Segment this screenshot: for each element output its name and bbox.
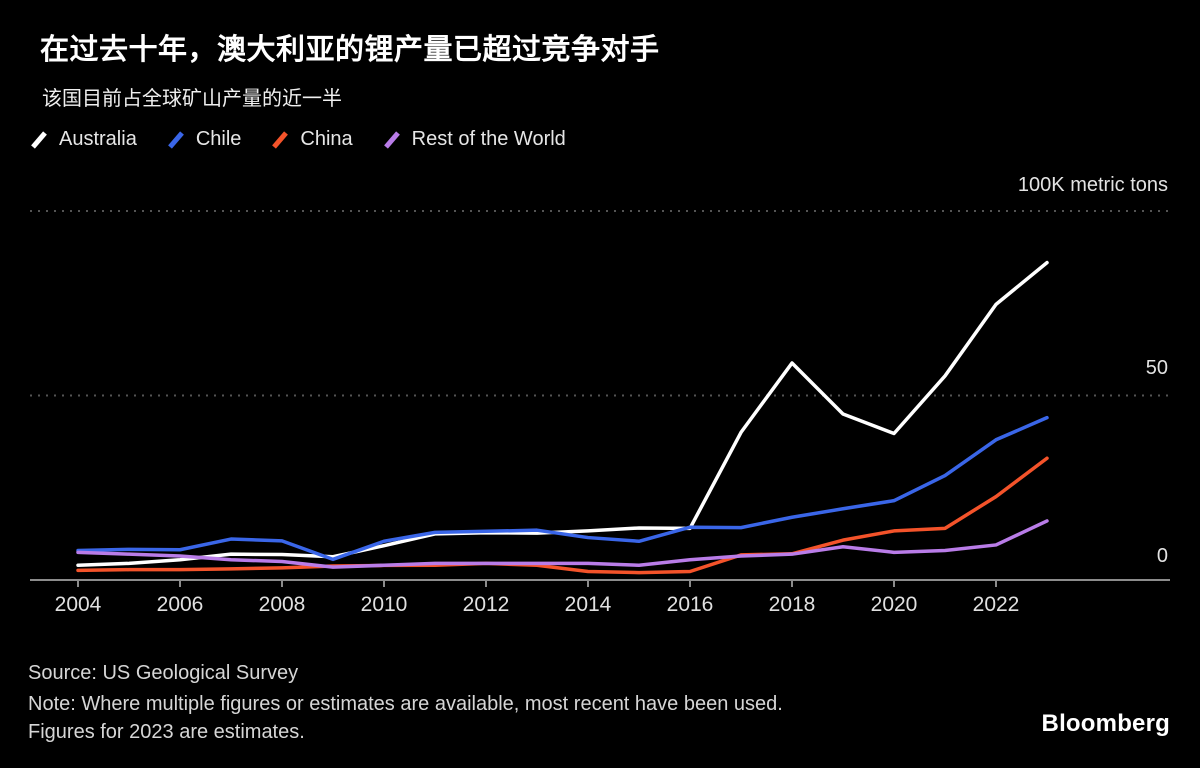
legend-label: Rest of the World (411, 128, 566, 150)
x-tick-label: 2022 (972, 593, 1020, 616)
legend-item-china: China (271, 128, 353, 151)
y-tick-label-50: 50 (1145, 357, 1168, 379)
x-tick-label: 2006 (156, 593, 204, 616)
x-tick-label: 2012 (462, 593, 510, 616)
bloomberg-logo: Bloomberg (1041, 710, 1170, 737)
series-line-australia (76, 260, 1049, 567)
y-axis-unit-label: 100K metric tons (1017, 174, 1168, 196)
x-tick-label: 2010 (360, 593, 408, 616)
legend-label: Chile (195, 128, 242, 150)
chart-subtitle: 该国目前占全球矿山产量的近一半 (42, 88, 342, 110)
legend-item-rest-of-world: Rest of the World (383, 128, 566, 151)
y-tick-label-0: 0 (1156, 545, 1168, 567)
source-text: Source: US Geological Survey (28, 662, 299, 684)
legend-swatch-icon (31, 130, 47, 149)
series-line-china (76, 456, 1049, 575)
note-text: Note: Where multiple figures or estimate… (28, 693, 783, 743)
x-tick-label: 2018 (768, 593, 816, 616)
legend-swatch-icon (167, 130, 184, 149)
legend-item-australia: Australia (30, 128, 137, 151)
series-line-chile (76, 415, 1049, 562)
legend-swatch-icon (383, 130, 400, 149)
legend-label: China (300, 128, 353, 150)
x-tick-label: 2014 (564, 593, 612, 616)
chart-title: 在过去十年，澳大利亚的锂产量已超过竞争对手 (40, 34, 660, 66)
x-tick-label: 2008 (258, 593, 306, 616)
legend-item-chile: Chile (167, 128, 242, 151)
legend: Australia Chile China Rest of the World (30, 128, 566, 151)
legend-swatch-icon (272, 130, 289, 149)
series-line-rest-of-the-world (76, 519, 1049, 569)
x-tick-label: 2004 (54, 593, 102, 616)
x-tick-label: 2016 (666, 593, 714, 616)
legend-label: Australia (59, 128, 137, 150)
x-tick-label: 2020 (870, 593, 918, 616)
x-axis-labels: 2004 2006 2008 2010 2012 2014 2016 2018 2020 2022 (0, 593, 1200, 621)
